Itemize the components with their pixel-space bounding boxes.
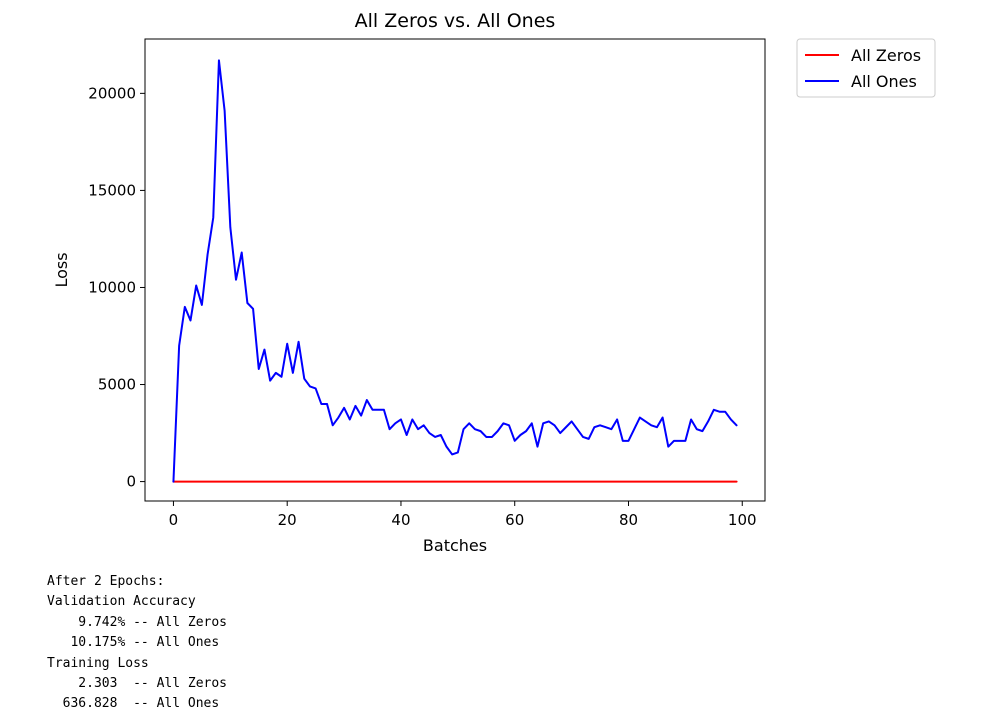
x-tick-label: 100 [728,511,757,529]
x-tick-label: 40 [391,511,410,529]
series-layer [172,59,738,483]
legend: All Zeros All Ones [796,38,936,98]
legend-box [796,38,936,98]
plot-frame [144,38,766,502]
chart-title: All Zeros vs. All Ones [355,10,556,32]
x-tick-label: 0 [169,511,179,529]
plot-background [145,39,765,501]
y-axis-ticks: 0 5000 10000 15000 20000 [88,84,145,491]
x-tick-label: 20 [278,511,297,529]
y-axis-label: Loss [52,252,71,287]
training-output: After 2 Epochs: Validation Accuracy 9.74… [47,574,228,712]
x-axis-label: Batches [423,536,487,555]
legend-label: All Zeros [851,46,921,65]
legend-label: All Ones [851,72,917,91]
x-tick-label: 60 [505,511,524,529]
y-tick-label: 20000 [88,84,136,102]
y-tick-label: 10000 [88,278,136,296]
loss-chart: All Zeros vs. All Ones 0 20 40 60 80 100 0 500… [52,10,936,555]
series-line-all-ones [172,59,738,483]
y-tick-label: 0 [126,473,136,491]
x-axis-ticks: 0 20 40 60 80 100 [169,501,757,529]
y-tick-label: 15000 [88,181,136,199]
x-tick-label: 80 [619,511,638,529]
y-tick-label: 5000 [98,376,136,394]
